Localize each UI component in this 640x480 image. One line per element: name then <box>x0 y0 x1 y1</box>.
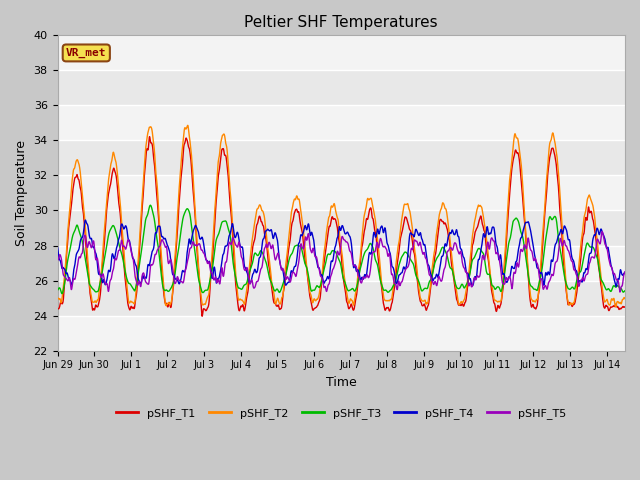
Bar <box>58 315 625 350</box>
X-axis label: Time: Time <box>326 376 356 389</box>
Y-axis label: Soil Temperature: Soil Temperature <box>15 140 28 246</box>
Bar <box>58 106 625 141</box>
Legend: pSHF_T1, pSHF_T2, pSHF_T3, pSHF_T4, pSHF_T5: pSHF_T1, pSHF_T2, pSHF_T3, pSHF_T4, pSHF… <box>111 404 571 423</box>
Bar <box>58 245 625 280</box>
Bar <box>58 176 625 211</box>
Text: VR_met: VR_met <box>66 48 106 58</box>
Title: Peltier SHF Temperatures: Peltier SHF Temperatures <box>244 15 438 30</box>
Bar <box>58 36 625 71</box>
